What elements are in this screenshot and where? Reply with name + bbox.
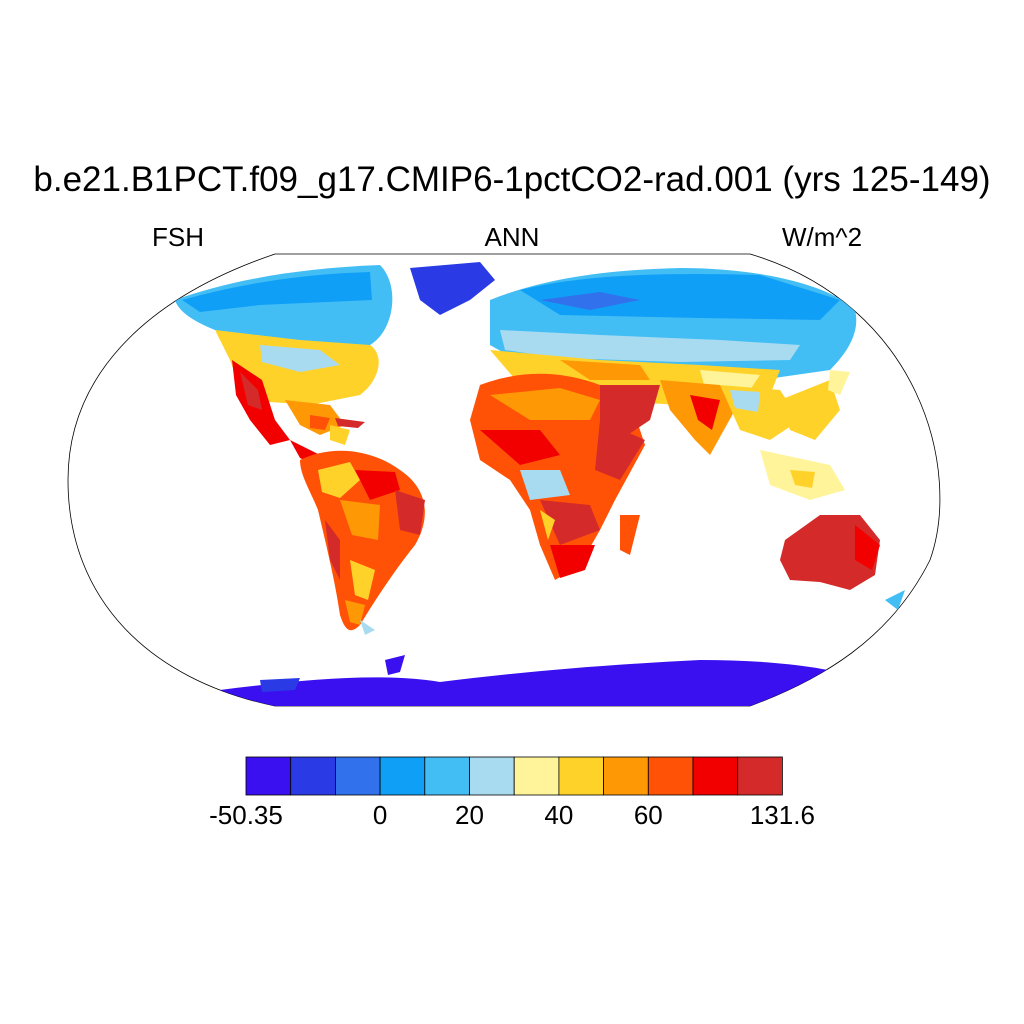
colorbar-box (469, 756, 515, 796)
africa (470, 373, 645, 580)
colorbar-tick-label: 0 (372, 800, 388, 830)
colorbar-tick-label: -50.35 (209, 800, 283, 830)
colorbar-box (692, 756, 739, 796)
colorbar-box (424, 756, 470, 796)
colorbar (245, 756, 783, 796)
south-asia (600, 380, 800, 455)
colorbar-tick-label: 40 (544, 800, 574, 830)
colorbar-box (558, 756, 605, 796)
colorbar-box (647, 756, 694, 796)
southeast-asia (760, 370, 850, 500)
south-america (300, 450, 425, 635)
colorbar-tick-label: 60 (633, 800, 663, 830)
colorbar-tick-label: 20 (455, 800, 484, 830)
antarctica-peninsula (385, 655, 405, 675)
colorbar-box (737, 756, 783, 796)
antarctica (200, 660, 900, 706)
colorbar-box (245, 756, 292, 796)
units-label: W/m^2 (782, 222, 863, 252)
caribbean (335, 418, 365, 428)
colorbar-box (513, 756, 560, 796)
season-label: ANN (484, 222, 540, 252)
plot-title: b.e21.B1PCT.f09_g17.CMIP6-1pctCO2-rad.00… (33, 160, 991, 199)
colorbar-tick-label: 131.6 (749, 800, 815, 830)
eurasia (490, 268, 857, 405)
colorbar-box (334, 756, 381, 796)
greenland (410, 262, 495, 315)
colorbar-box (603, 756, 649, 796)
antarctica-coast (260, 678, 300, 692)
colorbar-box (290, 756, 336, 796)
land-field (175, 262, 905, 706)
australia-east (855, 525, 880, 570)
colorbar-box (379, 756, 426, 796)
variable-label: FSH (152, 222, 204, 252)
new-zealand (885, 590, 905, 610)
